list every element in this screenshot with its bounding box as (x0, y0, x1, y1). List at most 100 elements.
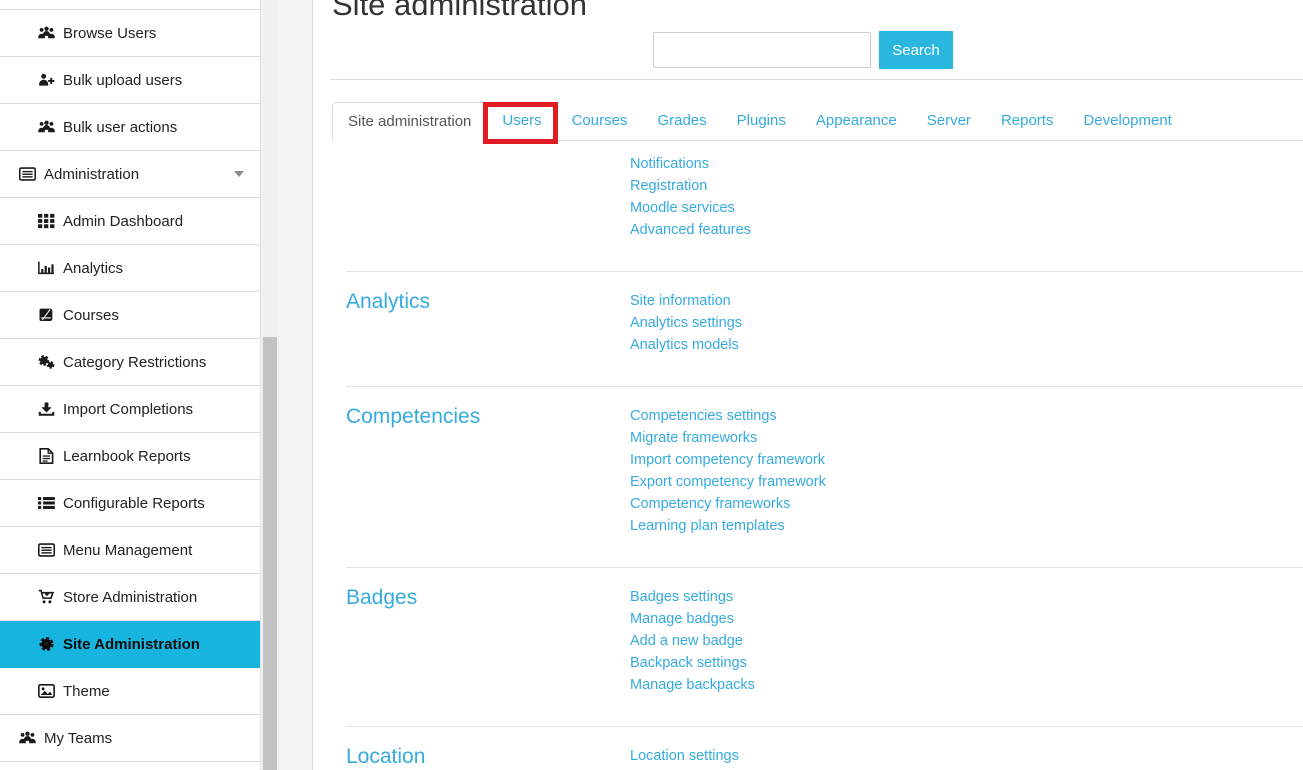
admin-link-manage-badges[interactable]: Manage badges (630, 611, 734, 627)
user-plus-icon (36, 72, 56, 89)
tab-users[interactable]: Users (483, 102, 558, 144)
chevron-down-icon[interactable] (234, 171, 244, 177)
admin-link-notifications[interactable]: Notifications (630, 156, 709, 172)
list-alt-icon (17, 166, 37, 183)
sidebar-item-label: My Teams (44, 729, 113, 747)
sidebar-scrollbar-track[interactable] (261, 0, 279, 770)
admin-link-advanced-features[interactable]: Advanced features (630, 222, 751, 238)
content-gutter (279, 0, 313, 770)
cart-plus-icon (36, 589, 56, 606)
sidebar-item-bulk-user-actions[interactable]: Bulk user actions (0, 104, 260, 151)
sidebar-item-label: Category Restrictions (63, 353, 207, 371)
sidebar-item-label: Theme (63, 682, 110, 700)
sidebar-item-label: Browse Users (63, 24, 157, 42)
sidebar-item-menu-management[interactable]: Menu Management (0, 527, 260, 574)
section-title: Analytics (346, 290, 431, 313)
sidebar-item-label: Administration (44, 165, 140, 183)
sidebar-item-label: Courses (63, 306, 119, 324)
sidebar-item-label: Import Completions (63, 400, 194, 418)
sidebar-item-courses[interactable]: Courses (0, 292, 260, 339)
cogs-icon (36, 354, 56, 371)
section-title: Badges (346, 586, 418, 609)
sidebar-item-category-restrictions[interactable]: Category Restrictions (0, 339, 260, 386)
sidebar: Browse Users Bulk upload users Bulk user… (0, 0, 261, 770)
section-title: Competencies (346, 405, 481, 428)
admin-link-import-competency-framework[interactable]: Import competency framework (630, 452, 826, 468)
sidebar-item-label: Menu Management (63, 541, 193, 559)
cog-icon (36, 636, 56, 653)
admin-link-add-a-new-badge[interactable]: Add a new badge (630, 633, 743, 649)
admin-link-moodle-services[interactable]: Moodle services (630, 200, 735, 216)
admin-link-competencies-settings[interactable]: Competencies settings (630, 408, 777, 424)
sidebar-item-admin-dashboard[interactable]: Admin Dashboard (0, 198, 260, 245)
sidebar-item-label: Admin Dashboard (63, 212, 184, 230)
sidebar-item-label: Store Administration (63, 588, 198, 606)
admin-link-backpack-settings[interactable]: Backpack settings (630, 655, 747, 671)
section-title: Location (346, 745, 426, 768)
sidebar-item-label: Bulk upload users (63, 71, 183, 89)
sidebar-item-label: Site Administration (63, 635, 200, 653)
admin-link-learning-plan-templates[interactable]: Learning plan templates (630, 518, 785, 534)
book-icon (36, 307, 56, 324)
tab-users-label: Users (502, 112, 542, 129)
admin-link-badges-settings[interactable]: Badges settings (630, 589, 734, 605)
tab-server[interactable]: Server (926, 112, 971, 129)
sidebar-item-analytics[interactable]: Analytics (0, 245, 260, 292)
sidebar-scrollbar-thumb[interactable] (263, 337, 277, 770)
section-location: Location Location settings (346, 727, 1303, 770)
admin-link-registration[interactable]: Registration (630, 178, 708, 194)
sidebar-item-partial (0, 0, 260, 10)
tab-plugins[interactable]: Plugins (736, 112, 786, 129)
tab-appearance[interactable]: Appearance (815, 112, 897, 129)
tab-development[interactable]: Development (1083, 112, 1172, 129)
sidebar-item-site-administration[interactable]: Site Administration (0, 621, 260, 668)
sidebar-item-label: Analytics (63, 259, 124, 277)
sidebar-item-label: Bulk user actions (63, 118, 178, 136)
download-icon (36, 401, 56, 418)
sidebar-item-label: Learnbook Reports (63, 447, 191, 465)
admin-link-migrate-frameworks[interactable]: Migrate frameworks (630, 430, 758, 446)
sidebar-item-administration[interactable]: Administration (0, 151, 260, 198)
users-icon (36, 119, 56, 136)
sidebar-item-browse-users[interactable]: Browse Users (0, 10, 260, 57)
admin-link-analytics-settings[interactable]: Analytics settings (630, 315, 743, 331)
main-content: Site administration Search Site administ… (314, 0, 1303, 770)
tab-courses[interactable]: Courses (571, 112, 628, 129)
search-input[interactable] (653, 32, 871, 68)
list-alt-icon (36, 542, 56, 559)
admin-sections: Notifications Registration Moodle servic… (346, 141, 1303, 770)
section-general: Notifications Registration Moodle servic… (346, 141, 1303, 272)
tab-reports[interactable]: Reports (1000, 112, 1054, 129)
sidebar-item-label: Configurable Reports (63, 494, 205, 512)
sidebar-item-bulk-upload-users[interactable]: Bulk upload users (0, 57, 260, 104)
grid-icon (36, 213, 56, 230)
list-icon (36, 495, 56, 512)
sidebar-item-theme[interactable]: Theme (0, 668, 260, 715)
header-divider (330, 79, 1303, 80)
search-button[interactable]: Search (879, 31, 953, 69)
admin-link-export-competency-framework[interactable]: Export competency framework (630, 474, 826, 490)
admin-link-manage-backpacks[interactable]: Manage backpacks (630, 677, 755, 693)
page-title: Site administration (332, 0, 588, 22)
admin-link-analytics-models[interactable]: Analytics models (630, 337, 739, 353)
bar-chart-icon (36, 260, 56, 277)
sidebar-item-store-administration[interactable]: Store Administration (0, 574, 260, 621)
sidebar-item-my-teams[interactable]: My Teams (0, 715, 260, 762)
image-icon (36, 683, 56, 700)
tab-grades[interactable]: Grades (657, 112, 707, 129)
users-icon (36, 25, 56, 42)
section-competencies: Competencies Competencies settings Migra… (346, 387, 1303, 568)
admin-link-competency-frameworks[interactable]: Competency frameworks (630, 496, 791, 512)
tab-site-administration[interactable]: Site administration (332, 102, 488, 141)
sidebar-item-learnbook-reports[interactable]: Learnbook Reports (0, 433, 260, 480)
search-form: Search (330, 31, 1303, 69)
admin-link-location-settings[interactable]: Location settings (630, 748, 739, 764)
section-analytics: Analytics Site information Analytics set… (346, 272, 1303, 387)
section-badges: Badges Badges settings Manage badges Add… (346, 568, 1303, 727)
section-title (346, 153, 630, 241)
admin-tabs: Site administration Users Courses Grades… (332, 102, 1303, 144)
sidebar-item-configurable-reports[interactable]: Configurable Reports (0, 480, 260, 527)
sidebar-item-import-completions[interactable]: Import Completions (0, 386, 260, 433)
admin-link-site-information[interactable]: Site information (630, 293, 731, 309)
users-icon (17, 730, 37, 747)
